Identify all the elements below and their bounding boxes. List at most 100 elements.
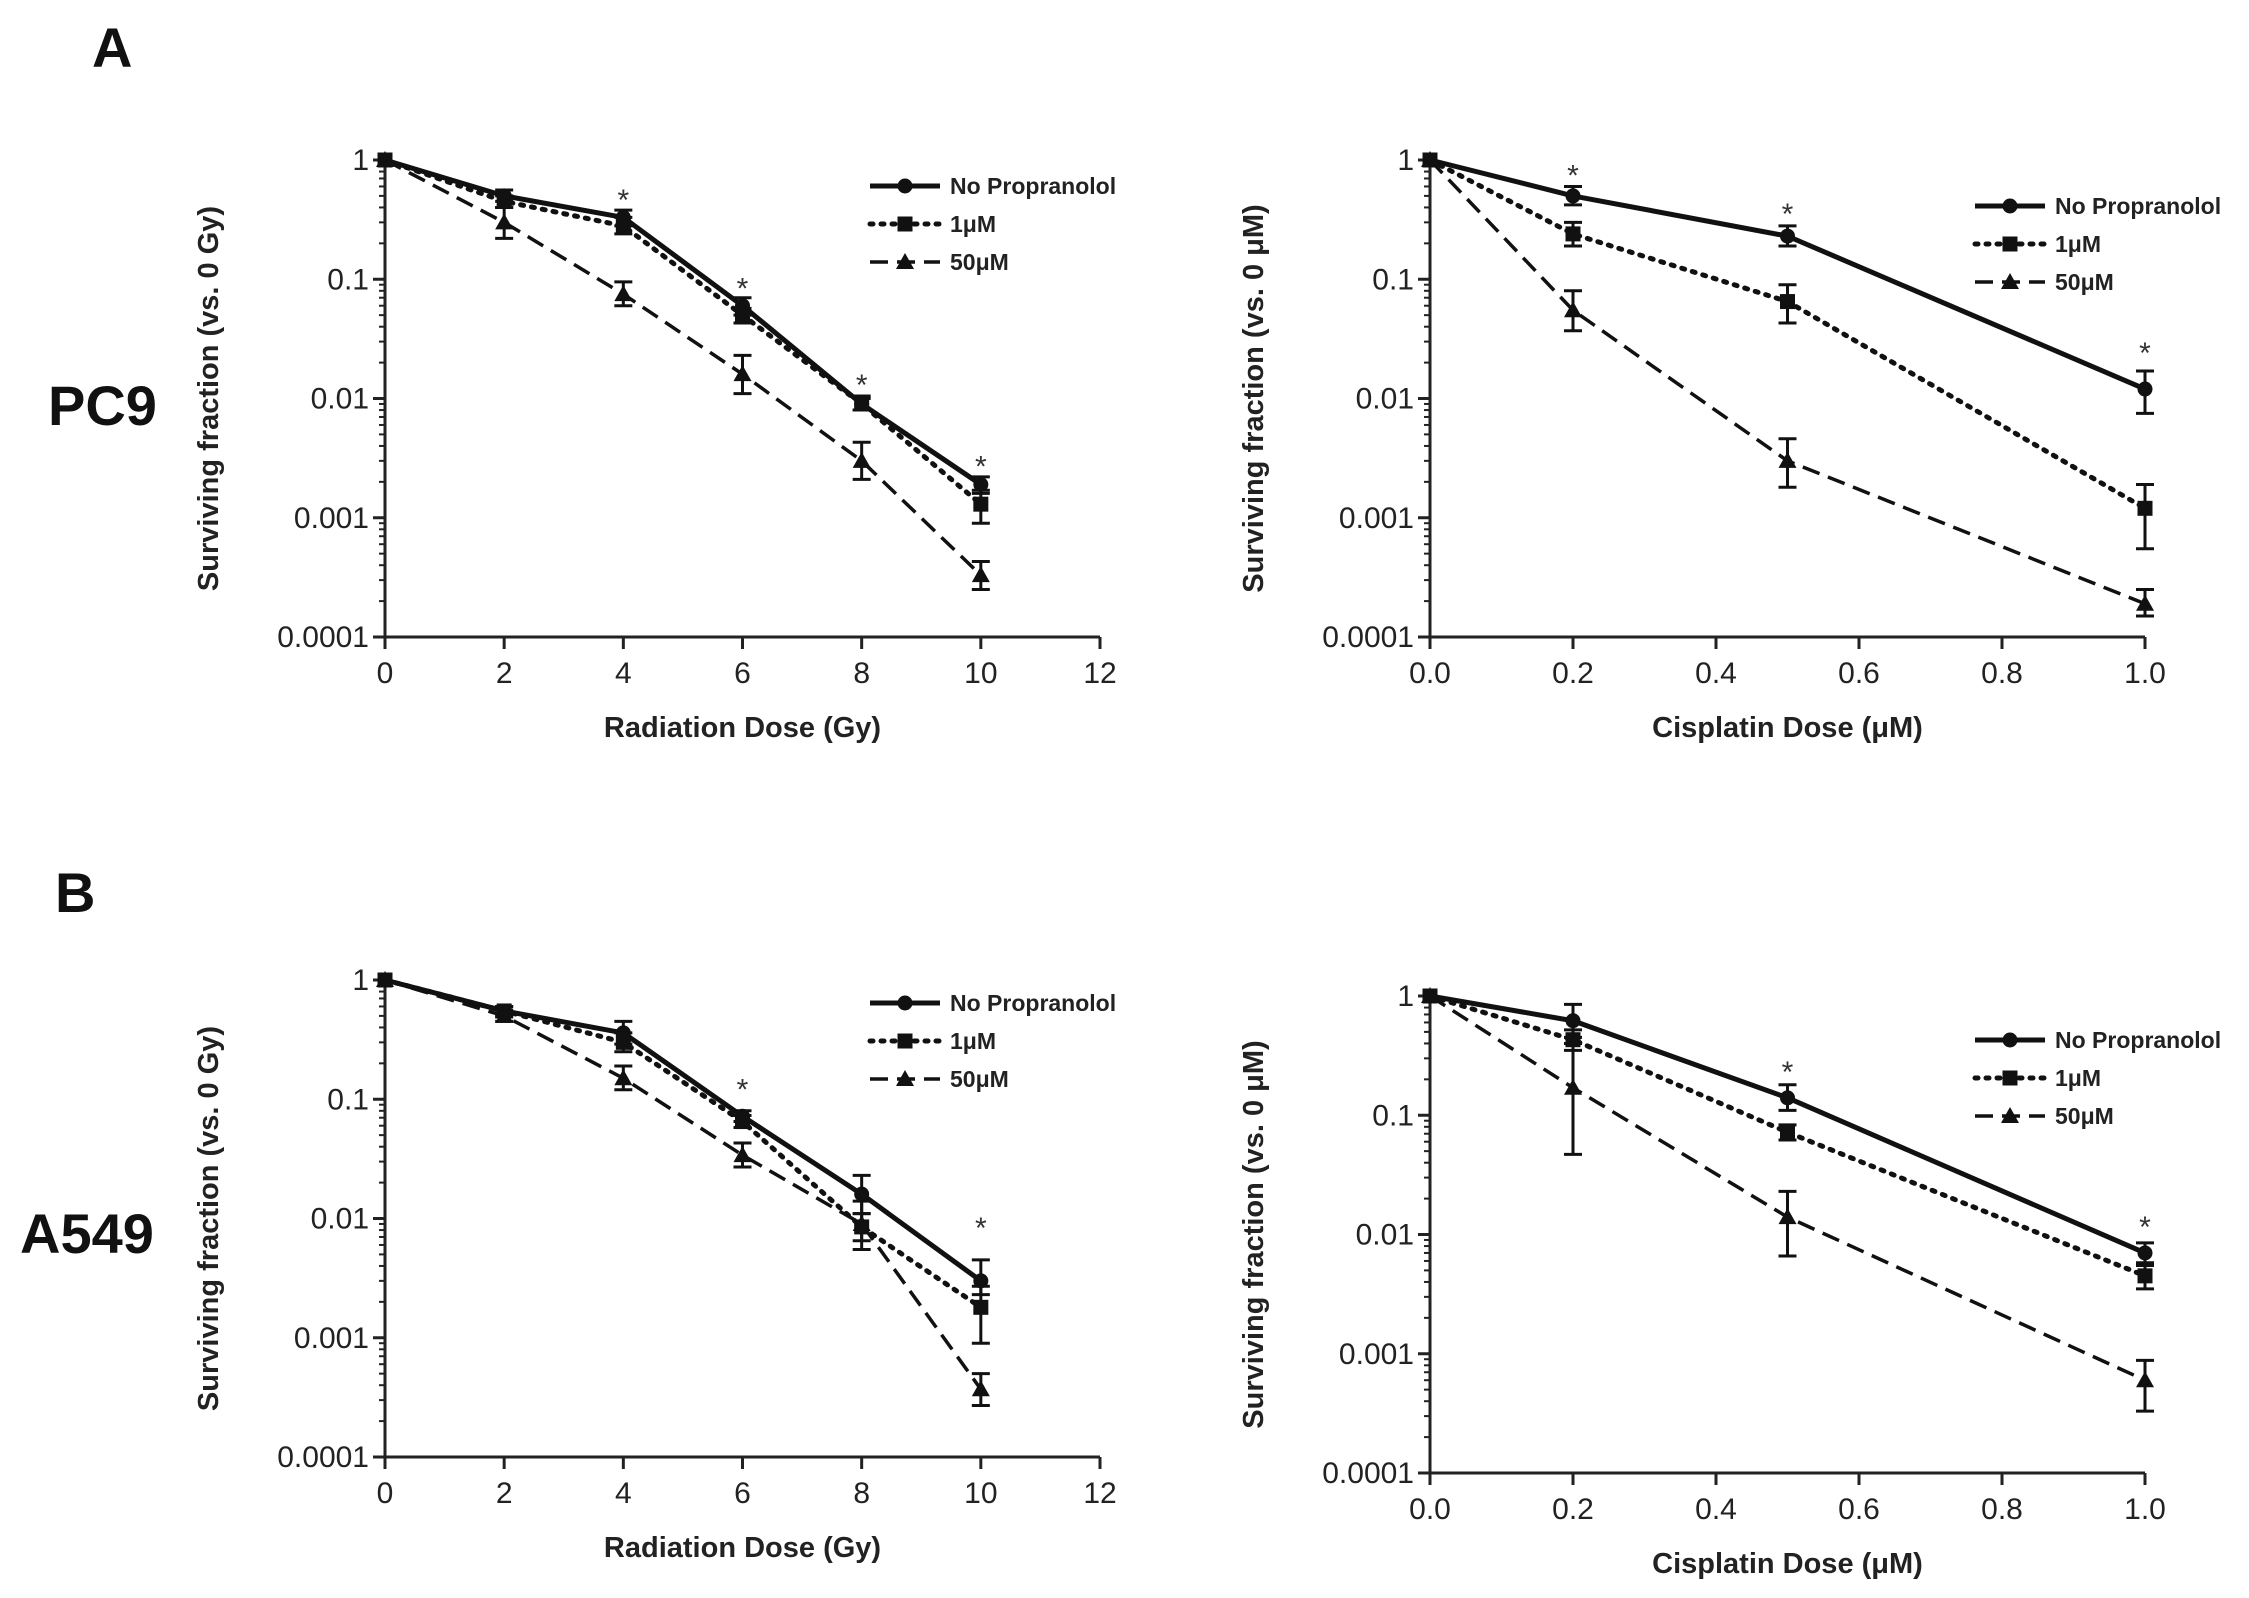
- significance-star: *: [2139, 1211, 2151, 1244]
- x-tick-label: 4: [615, 657, 632, 690]
- y-tick-label: 0.001: [1339, 1338, 1414, 1371]
- data-point-square: [854, 396, 870, 412]
- y-tick-label: 1: [352, 144, 369, 177]
- legend-label: No Propranolol: [950, 990, 1116, 1016]
- data-point-circle: [1780, 1090, 1795, 1106]
- x-tick-label: 1.0: [2124, 657, 2166, 690]
- row-label-pc9: PC9: [48, 374, 157, 437]
- data-point-triangle: [1564, 1078, 1582, 1095]
- y-axis-label: Surviving fraction (vs. 0 Gy): [193, 206, 225, 591]
- panel-letter-a: A: [92, 16, 132, 79]
- data-point-triangle: [1778, 451, 1797, 468]
- legend-label: 50μM: [950, 1066, 1009, 1092]
- legend-label: No Propranolol: [2055, 1027, 2221, 1053]
- legend-label: 50μM: [2055, 1103, 2114, 1129]
- data-point-triangle: [1564, 301, 1582, 318]
- data-point-triangle: [614, 1069, 633, 1086]
- x-tick-label: 8: [853, 1477, 870, 1510]
- legend-marker-square: [897, 216, 913, 232]
- legend-label: No Propranolol: [950, 173, 1116, 199]
- series-line-dotted: [382, 157, 984, 507]
- legend-marker-circle: [2002, 198, 2018, 214]
- legend-label: 50μM: [2055, 269, 2114, 295]
- panel-letter-b: B: [55, 861, 95, 924]
- x-tick-label: 0.0: [1409, 1493, 1451, 1526]
- series-line-dashed: [384, 978, 983, 1391]
- data-point-circle: [2137, 381, 2153, 397]
- legend-marker-square: [897, 1033, 913, 1049]
- legend-marker-triangle: [2001, 1107, 2019, 1123]
- x-tick-label: 2: [496, 1477, 513, 1510]
- legend-label: 1μM: [950, 211, 996, 237]
- significance-star: *: [2139, 337, 2151, 370]
- x-tick-label: 0: [377, 1477, 394, 1510]
- y-tick-label: 0.1: [327, 1083, 369, 1116]
- data-point-triangle: [2136, 594, 2154, 611]
- data-point-triangle: [971, 1380, 990, 1397]
- data-point-triangle: [733, 365, 752, 382]
- x-tick-label: 0.4: [1695, 657, 1737, 690]
- y-tick-label: 0.1: [1372, 263, 1414, 296]
- legend-marker-square: [2002, 1070, 2018, 1086]
- data-point-circle: [1565, 1013, 1581, 1029]
- x-tick-label: 0.8: [1981, 657, 2023, 690]
- data-point-triangle: [376, 151, 394, 167]
- x-tick-label: 10: [964, 657, 997, 690]
- x-tick-label: 6: [734, 1477, 751, 1510]
- series-line-dashed: [1429, 994, 2146, 1382]
- legend-marker-triangle: [2001, 273, 2019, 289]
- data-point-triangle: [2136, 1371, 2154, 1388]
- x-tick-label: 0.8: [1981, 1493, 2023, 1526]
- significance-star: *: [1782, 1056, 1794, 1089]
- x-axis-label: Cisplatin Dose (μM): [1652, 1548, 1923, 1580]
- data-point-square: [2137, 1268, 2153, 1284]
- y-tick-label: 0.0001: [1322, 1457, 1414, 1490]
- x-tick-label: 0.4: [1695, 1493, 1737, 1526]
- data-point-triangle: [852, 451, 871, 468]
- x-tick-label: 0.0: [1409, 657, 1451, 690]
- data-point-circle: [973, 477, 989, 493]
- legend-marker-square: [2002, 236, 2018, 252]
- x-tick-label: 6: [734, 657, 751, 690]
- significance-star: *: [737, 273, 749, 306]
- series-line-dashed: [384, 158, 983, 577]
- data-point-triangle: [495, 1006, 514, 1023]
- y-tick-label: 0.0001: [277, 1441, 369, 1474]
- series-line-dashed: [1428, 158, 2146, 606]
- x-tick-label: 12: [1083, 657, 1116, 690]
- data-point-circle: [973, 1273, 989, 1289]
- x-tick-label: 4: [615, 1477, 632, 1510]
- data-point-square: [1565, 226, 1581, 242]
- y-tick-label: 0.0001: [277, 621, 369, 654]
- series-line-solid: [1429, 157, 2146, 392]
- x-tick-label: 8: [853, 657, 870, 690]
- legend-label: 1μM: [2055, 1065, 2101, 1091]
- x-tick-label: 0: [377, 657, 394, 690]
- y-tick-label: 0.001: [294, 502, 369, 535]
- data-point-circle: [1780, 228, 1795, 244]
- legend-label: 50μM: [950, 249, 1009, 275]
- significance-star: *: [1782, 198, 1794, 231]
- data-point-triangle: [376, 971, 394, 987]
- data-point-triangle: [852, 1214, 871, 1231]
- x-tick-label: 0.6: [1838, 657, 1880, 690]
- data-point-square: [735, 1114, 750, 1130]
- y-tick-label: 0.1: [327, 263, 369, 296]
- x-tick-label: 1.0: [2124, 1493, 2166, 1526]
- y-tick-label: 1: [1397, 144, 1414, 177]
- y-tick-label: 0.001: [1339, 502, 1414, 535]
- legend-marker-circle: [897, 995, 913, 1011]
- legend-label: 1μM: [950, 1028, 996, 1054]
- legend-marker-triangle: [896, 1070, 914, 1086]
- y-axis-label: Surviving fraction (vs. 0 μM): [1238, 1040, 1270, 1428]
- series-line-solid: [384, 157, 983, 487]
- x-axis-label: Radiation Dose (Gy): [604, 1532, 881, 1564]
- x-tick-label: 2: [496, 657, 513, 690]
- series-line-dotted: [382, 977, 984, 1310]
- data-point-square: [615, 1034, 631, 1050]
- series-line-dotted: [1427, 993, 2148, 1279]
